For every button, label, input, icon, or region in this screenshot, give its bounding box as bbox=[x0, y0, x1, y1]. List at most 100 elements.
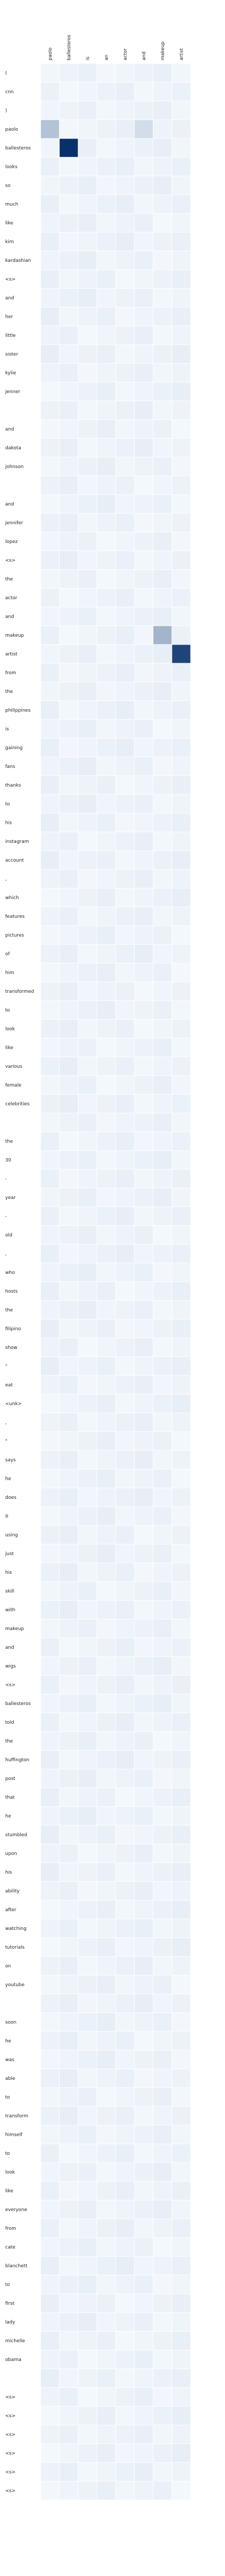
heatmap-cell bbox=[115, 1694, 135, 1713]
heatmap-cell bbox=[171, 1619, 191, 1638]
row-label: female bbox=[5, 1083, 21, 1088]
heatmap-cell bbox=[96, 400, 116, 420]
row-label: upon bbox=[5, 1851, 17, 1857]
heatmap-cell bbox=[78, 1094, 97, 1114]
heatmap-cell bbox=[59, 1038, 79, 1057]
heatmap-cell bbox=[96, 1562, 116, 1582]
heatmap-cell bbox=[78, 756, 97, 776]
heatmap-cell bbox=[96, 2237, 116, 2257]
heatmap-cell bbox=[78, 1019, 97, 1039]
heatmap-cell bbox=[134, 1506, 154, 1526]
heatmap-cell bbox=[96, 232, 116, 251]
heatmap-cell bbox=[59, 1394, 79, 1413]
heatmap-cell bbox=[134, 100, 154, 120]
heatmap-cell bbox=[96, 2350, 116, 2369]
heatmap-cell bbox=[134, 1937, 154, 1957]
heatmap-cell bbox=[78, 2293, 97, 2313]
heatmap-cell bbox=[171, 2443, 191, 2463]
heatmap-cell bbox=[134, 1431, 154, 1451]
row-label: paolo bbox=[5, 127, 18, 132]
row-label: cnn bbox=[5, 90, 14, 95]
heatmap-cell bbox=[171, 269, 191, 289]
heatmap-cell bbox=[40, 1712, 60, 1732]
heatmap-cell bbox=[78, 400, 97, 420]
heatmap-cell bbox=[78, 2162, 97, 2182]
heatmap-cell bbox=[59, 1750, 79, 1770]
heatmap-cell bbox=[171, 2256, 191, 2276]
row-label: fans bbox=[5, 764, 15, 769]
heatmap-cell bbox=[153, 2162, 172, 2182]
heatmap-cell bbox=[96, 2256, 116, 2276]
heatmap-cell bbox=[78, 2462, 97, 2482]
heatmap-cell bbox=[153, 157, 172, 176]
heatmap-cell bbox=[153, 1394, 172, 1413]
heatmap-cell bbox=[59, 400, 79, 420]
heatmap-cell bbox=[40, 2275, 60, 2294]
heatmap-cell bbox=[115, 1900, 135, 1920]
heatmap-cell bbox=[59, 1056, 79, 1076]
heatmap-cell bbox=[59, 100, 79, 120]
heatmap-cell bbox=[40, 1300, 60, 1320]
heatmap-cell bbox=[59, 1619, 79, 1638]
heatmap-cell bbox=[153, 2350, 172, 2369]
heatmap-cell bbox=[78, 325, 97, 345]
heatmap-cell bbox=[134, 1113, 154, 1132]
heatmap-cell bbox=[153, 1000, 172, 1020]
heatmap-cell bbox=[78, 1787, 97, 1807]
heatmap-cell bbox=[134, 1581, 154, 1601]
heatmap-cell bbox=[96, 1019, 116, 1039]
heatmap-cell bbox=[96, 1000, 116, 1020]
heatmap-cell bbox=[134, 1450, 154, 1470]
heatmap-cell bbox=[96, 1038, 116, 1057]
heatmap-cell bbox=[59, 1787, 79, 1807]
heatmap-cell bbox=[171, 1525, 191, 1545]
heatmap-cell bbox=[40, 1843, 60, 1863]
heatmap-cell bbox=[171, 663, 191, 683]
heatmap-cell bbox=[171, 1862, 191, 1882]
heatmap-cell bbox=[40, 1918, 60, 1938]
heatmap-cell bbox=[115, 419, 135, 439]
heatmap-cell bbox=[134, 119, 154, 139]
heatmap-cell bbox=[153, 1918, 172, 1938]
heatmap-cell bbox=[153, 419, 172, 439]
heatmap-cell bbox=[78, 2106, 97, 2126]
heatmap-cell bbox=[96, 1131, 116, 1151]
heatmap-cell bbox=[115, 981, 135, 1001]
row-label: huffington bbox=[5, 1758, 29, 1763]
heatmap-cell bbox=[96, 1150, 116, 1170]
row-label: post bbox=[5, 1776, 16, 1782]
heatmap-cell bbox=[115, 1993, 135, 2013]
heatmap-cell bbox=[96, 1918, 116, 1938]
heatmap-cell bbox=[96, 738, 116, 757]
heatmap-cell bbox=[115, 232, 135, 251]
heatmap-cell bbox=[59, 1131, 79, 1151]
heatmap-cell bbox=[78, 1319, 97, 1338]
heatmap-cell bbox=[78, 831, 97, 851]
heatmap-cell bbox=[96, 569, 116, 589]
heatmap-cell bbox=[96, 475, 116, 495]
heatmap-cell bbox=[40, 1787, 60, 1807]
column-label: ballesteros bbox=[67, 34, 72, 60]
row-label: on bbox=[5, 1964, 11, 1969]
heatmap-cell bbox=[134, 2406, 154, 2426]
heatmap-cell bbox=[171, 1244, 191, 1264]
heatmap-cell bbox=[134, 1712, 154, 1732]
heatmap-cell bbox=[59, 1637, 79, 1657]
row-label: and bbox=[5, 296, 14, 301]
heatmap-cell bbox=[134, 2106, 154, 2126]
heatmap-cell bbox=[59, 2406, 79, 2426]
heatmap-cell bbox=[78, 738, 97, 757]
heatmap-cell bbox=[115, 775, 135, 795]
heatmap-cell bbox=[171, 63, 191, 83]
heatmap-cell bbox=[78, 2425, 97, 2444]
heatmap-cell bbox=[59, 2031, 79, 2051]
heatmap-cell bbox=[59, 1244, 79, 1264]
heatmap-cell bbox=[40, 1319, 60, 1338]
heatmap-cell bbox=[78, 194, 97, 214]
heatmap-cell bbox=[40, 2237, 60, 2257]
heatmap-cell bbox=[40, 288, 60, 308]
heatmap-cell bbox=[40, 981, 60, 1001]
heatmap-cell bbox=[153, 2387, 172, 2407]
heatmap-cell bbox=[115, 1469, 135, 1488]
heatmap-cell bbox=[134, 1412, 154, 1432]
